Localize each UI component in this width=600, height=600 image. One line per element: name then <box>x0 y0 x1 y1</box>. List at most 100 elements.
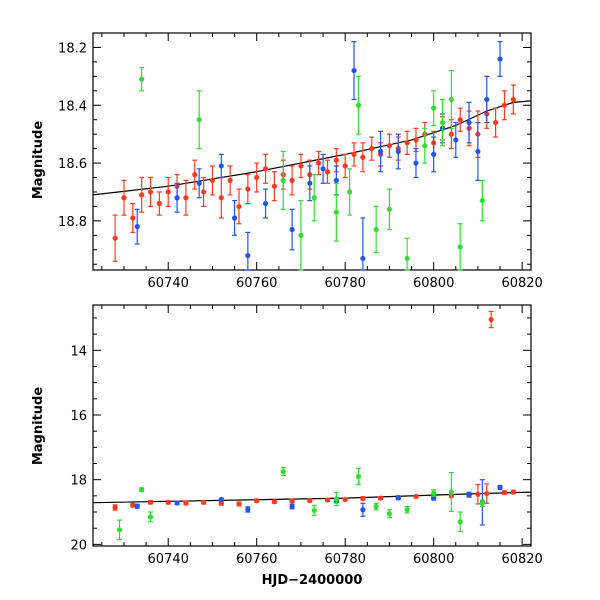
data-point <box>360 255 366 262</box>
data-point <box>448 489 454 495</box>
data-point <box>254 174 260 181</box>
data-point <box>501 102 508 108</box>
x-tick-label: 60800 <box>413 552 454 567</box>
data-point <box>333 177 339 184</box>
data-point <box>236 501 242 507</box>
plot-frame <box>92 32 532 271</box>
data-point <box>377 495 384 501</box>
data-point <box>139 487 145 493</box>
data-point <box>510 489 516 495</box>
data-point <box>156 200 162 207</box>
data-point <box>475 148 481 155</box>
data-point <box>479 198 485 204</box>
data-point <box>209 177 216 184</box>
data-point <box>431 490 437 496</box>
data-point <box>475 491 481 497</box>
y-tick-label: 18.2 <box>58 41 87 56</box>
data-point <box>453 137 459 143</box>
data-point <box>289 226 295 233</box>
data-point <box>404 507 410 513</box>
data-point <box>218 163 224 169</box>
data-point <box>448 96 454 103</box>
data-point <box>147 514 154 520</box>
data-point <box>147 499 154 505</box>
data-point <box>183 195 189 201</box>
data-point <box>466 119 472 126</box>
data-point <box>413 160 419 166</box>
y-tick-label: 18.8 <box>58 215 87 230</box>
top-panel: 60740 60760 60780 60800 60820 18.2 18.4 18.6 18.… <box>58 32 543 291</box>
data-point <box>497 56 503 62</box>
y-tick-label: 16 <box>70 409 87 424</box>
data-point <box>174 500 180 506</box>
y-tick-label: 18.4 <box>58 99 87 114</box>
data-point <box>395 495 401 501</box>
data-point <box>333 209 339 215</box>
data-point <box>139 192 145 198</box>
data-point <box>324 497 331 503</box>
data-point <box>431 495 437 501</box>
x-tick-label: 60820 <box>501 552 542 567</box>
data-point <box>134 224 140 230</box>
data-point <box>360 507 366 513</box>
data-point <box>431 105 437 111</box>
data-point <box>245 506 251 513</box>
data-point <box>457 244 463 250</box>
data-point <box>227 177 233 184</box>
data-point <box>218 500 224 506</box>
data-point <box>501 490 508 496</box>
data-point <box>457 117 463 123</box>
data-point <box>488 316 494 323</box>
data-point <box>342 163 348 169</box>
data-point <box>165 499 171 505</box>
data-point <box>298 163 304 169</box>
data-point <box>351 67 357 74</box>
data-point <box>333 496 339 502</box>
data-point <box>112 235 118 241</box>
data-point <box>280 468 286 475</box>
data-point <box>311 507 317 514</box>
data-point <box>369 146 375 152</box>
data-point <box>484 490 490 497</box>
x-tick-label: 60740 <box>148 552 189 567</box>
data-point <box>201 499 207 505</box>
data-point <box>298 232 304 238</box>
data-point <box>404 255 410 262</box>
data-point <box>360 154 366 160</box>
x-tick-label: 60780 <box>325 276 366 291</box>
data-point <box>147 189 154 195</box>
data-point <box>510 96 516 103</box>
y-axis-label-bottom: Magnitude <box>31 387 46 466</box>
data-point <box>134 503 140 509</box>
data-point <box>236 203 242 210</box>
data-point <box>289 503 295 510</box>
data-point <box>457 519 463 525</box>
data-point <box>373 503 379 510</box>
data-point <box>130 215 136 221</box>
data-point <box>386 143 393 149</box>
data-point <box>254 498 260 504</box>
x-tick-label: 60760 <box>236 552 277 567</box>
data-point <box>183 500 189 506</box>
data-point <box>174 195 180 201</box>
y-tick-label: 18 <box>70 474 87 489</box>
data-point <box>271 499 277 505</box>
data-point <box>422 143 428 149</box>
data-point <box>413 493 419 500</box>
x-tick-label: 60740 <box>148 276 189 291</box>
fit-line <box>92 100 532 196</box>
data-point <box>439 119 446 126</box>
data-point <box>413 137 419 143</box>
data-point <box>316 160 322 166</box>
plot-frame <box>92 304 532 547</box>
x-axis-label: HJD−2400000 <box>262 573 363 588</box>
data-point <box>121 195 127 201</box>
y-tick-label: 20 <box>70 538 87 553</box>
y-tick-label: 18.6 <box>58 157 87 172</box>
data-point <box>271 183 277 189</box>
data-point <box>116 527 123 533</box>
data-point <box>245 252 251 259</box>
data-point <box>355 473 362 480</box>
data-point <box>262 200 269 207</box>
